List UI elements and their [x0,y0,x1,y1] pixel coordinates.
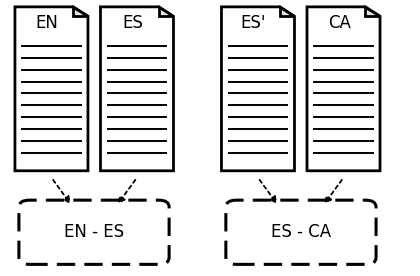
Polygon shape [100,7,173,171]
Polygon shape [221,7,294,171]
Polygon shape [280,7,294,16]
Polygon shape [307,7,380,171]
Polygon shape [15,7,88,171]
Polygon shape [159,7,173,16]
FancyBboxPatch shape [226,200,376,264]
Text: CA: CA [328,14,351,32]
Polygon shape [74,7,88,16]
Polygon shape [365,7,380,16]
FancyBboxPatch shape [19,200,169,264]
Text: ES - CA: ES - CA [271,223,331,241]
Text: ES: ES [122,14,143,32]
Text: ES': ES' [241,14,266,32]
Text: EN - ES: EN - ES [64,223,124,241]
Text: EN: EN [36,14,58,32]
